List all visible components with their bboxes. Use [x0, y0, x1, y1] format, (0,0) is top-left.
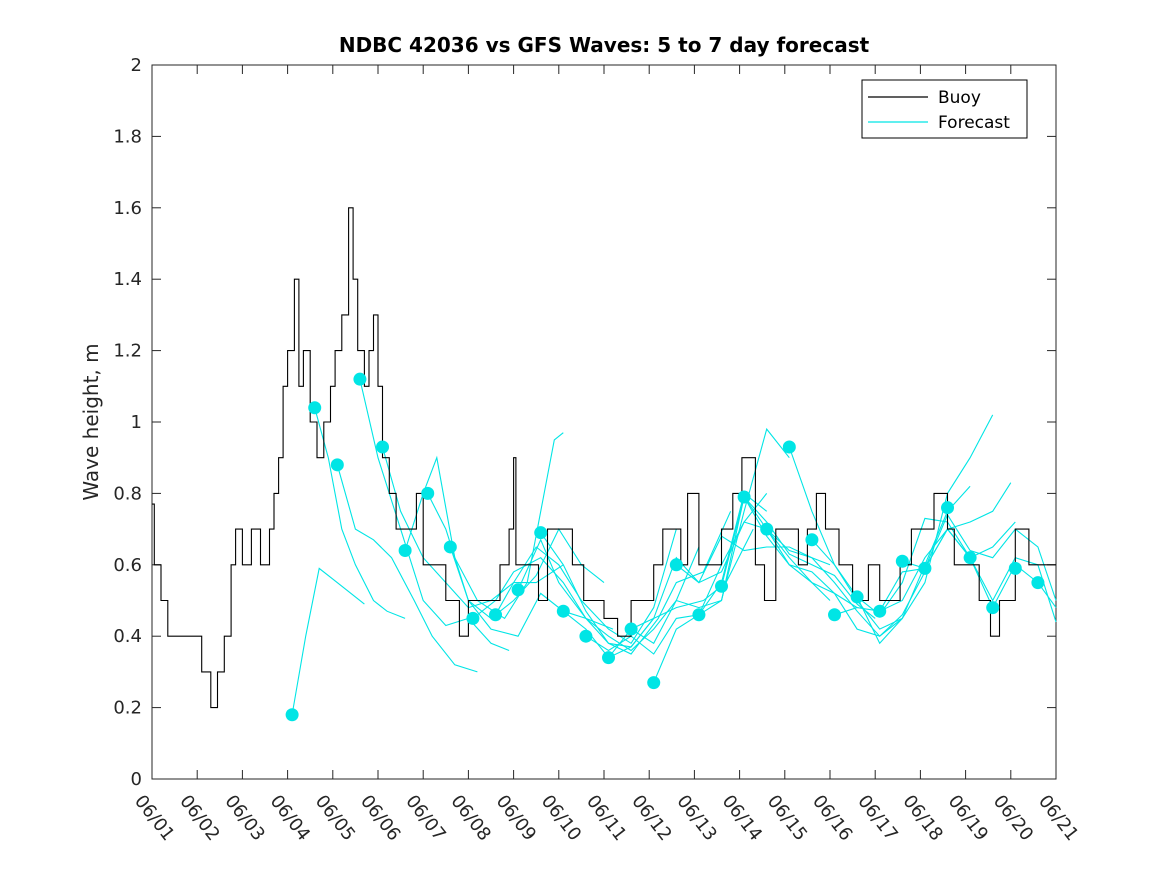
forecast-line [630, 427, 790, 645]
forecast-marker [850, 590, 864, 604]
forecast-line [359, 379, 510, 652]
plot-area [151, 64, 1057, 780]
forecast-line [834, 482, 1012, 616]
y-axis-label: Wave height, m [79, 343, 103, 500]
forecast-marker [421, 486, 435, 500]
forecast-marker [308, 401, 322, 415]
forecast-marker [534, 526, 548, 540]
forecast-line [653, 521, 831, 683]
forecast-marker [692, 608, 706, 622]
forecast-marker [737, 490, 751, 504]
forecast-marker [330, 458, 344, 472]
chart-title: NDBC 42036 vs GFS Waves: 5 to 7 day fore… [339, 33, 870, 57]
forecast-line [427, 493, 605, 620]
forecast-marker [805, 533, 819, 547]
forecast-line [449, 546, 614, 637]
forecast-marker [873, 604, 887, 618]
y-tick-label: 0.6 [113, 555, 142, 576]
forecast-line [540, 511, 732, 655]
forecast-marker [963, 551, 977, 565]
forecast-marker [376, 440, 390, 454]
forecast-line [314, 407, 406, 619]
forecast-marker [647, 676, 661, 690]
forecast-marker [398, 544, 412, 558]
forecast-marker [624, 622, 638, 636]
forecast-line [811, 414, 994, 645]
forecast-marker [986, 601, 1000, 615]
forecast-marker [669, 558, 683, 572]
buoy-series [152, 207, 1056, 709]
forecast-marker [556, 604, 570, 618]
forecast-marker [941, 501, 955, 515]
forecast-marker [443, 540, 457, 554]
forecast-markers [285, 372, 1045, 722]
forecast-line [585, 492, 768, 655]
y-axis: 0 0.2 0.4 0.6 0.8 1 1.2 1.4 1.6 1.8 2 [113, 55, 1056, 790]
legend-box [861, 79, 1028, 139]
y-tick-label: 0.4 [113, 626, 142, 647]
forecast-marker [715, 579, 729, 593]
forecast-marker [918, 561, 932, 575]
forecast-marker [1031, 576, 1045, 590]
forecast-marker [760, 522, 774, 536]
forecast-marker [1008, 561, 1022, 575]
forecast-marker [511, 583, 525, 597]
forecast-line [517, 538, 700, 652]
forecast-line [336, 464, 478, 673]
buoy-line [152, 207, 1056, 709]
forecast-marker [828, 608, 842, 622]
forecast-line [766, 528, 926, 637]
y-tick-label: 1 [131, 412, 142, 433]
legend-label-forecast: Forecast [938, 113, 1010, 133]
forecast-line [879, 513, 1057, 612]
forecast-marker [285, 708, 299, 722]
forecast-line [495, 528, 677, 645]
forecast-line [291, 567, 365, 715]
legend-label-buoy: Buoy [938, 88, 981, 108]
forecast-marker [489, 608, 503, 622]
y-tick-label: 1.2 [113, 341, 142, 362]
y-tick-label: 0.2 [113, 698, 142, 719]
y-tick-label: 2 [131, 55, 142, 76]
y-tick-label: 1.6 [113, 198, 142, 219]
y-tick-label: 1.8 [113, 126, 142, 147]
forecast-marker [602, 651, 616, 665]
y-tick-label: 0.8 [113, 483, 142, 504]
forecast-marker [579, 629, 593, 643]
legend: Buoy Forecast [861, 79, 1028, 139]
y-tick-label: 0 [131, 769, 142, 790]
y-tick-label: 1.4 [113, 269, 142, 290]
forecast-series [291, 379, 1057, 715]
forecast-marker [353, 372, 367, 386]
forecast-line [788, 446, 971, 630]
forecast-marker [895, 554, 909, 568]
forecast-marker [782, 440, 796, 454]
forecast-marker [466, 611, 480, 625]
